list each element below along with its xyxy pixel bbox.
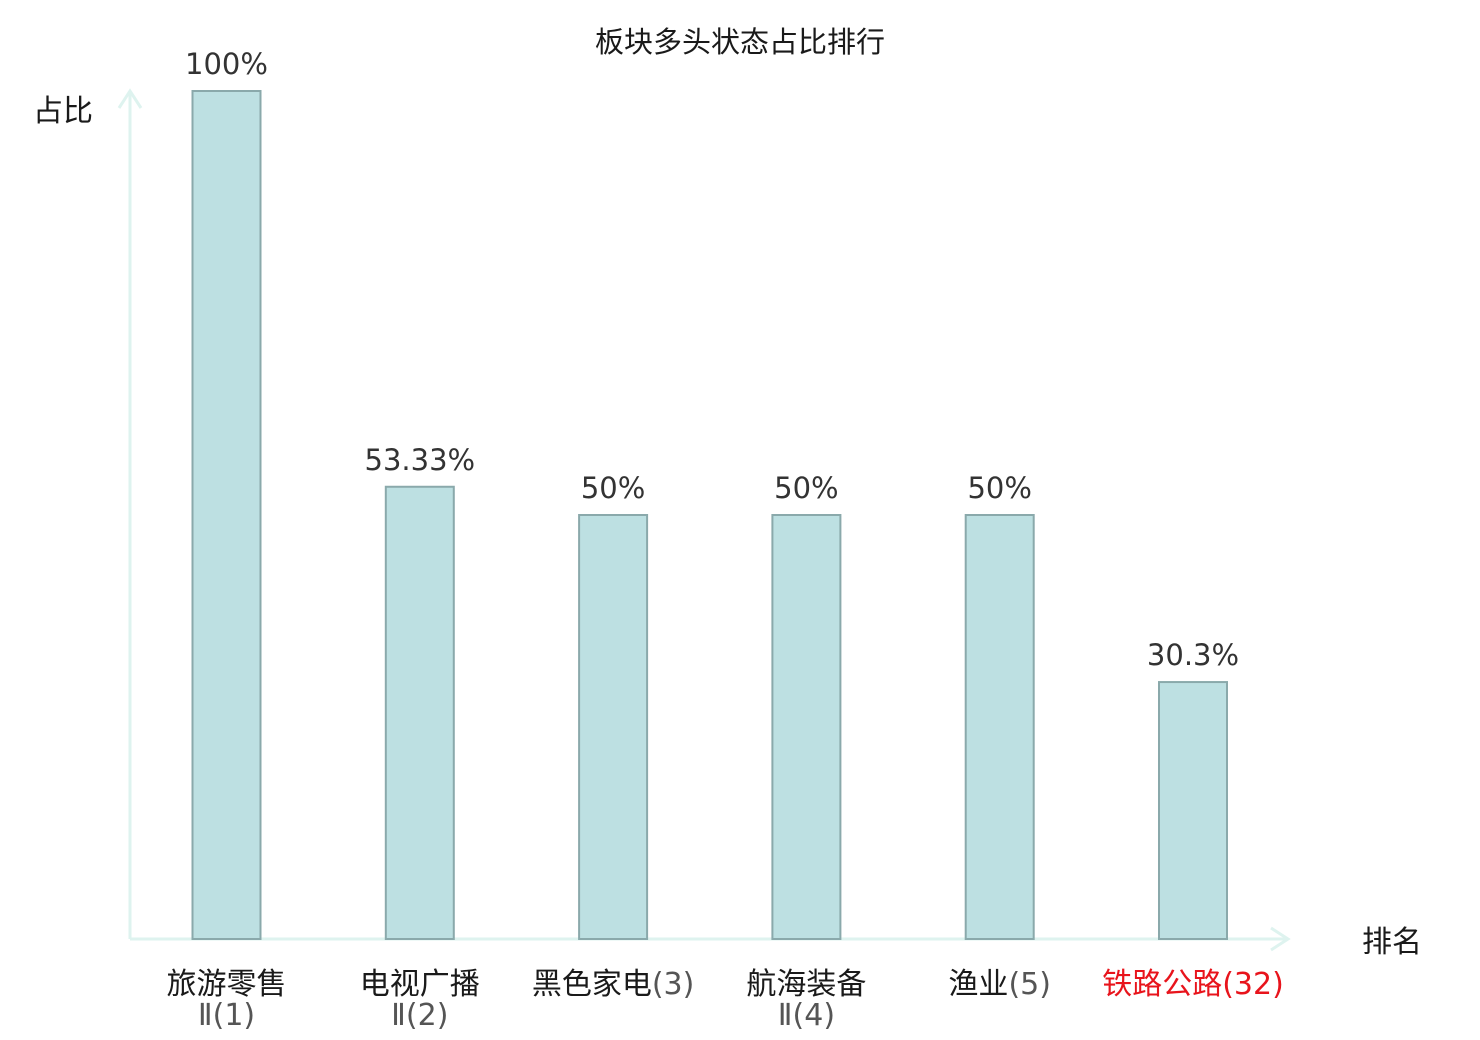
bar-1 <box>191 90 262 940</box>
category-label-4: 航海装备 <box>746 967 866 1002</box>
chart-title: 板块多头状态占比排行 <box>595 25 885 59</box>
value-label-4: 50% <box>774 471 838 505</box>
bars-group <box>191 90 1228 941</box>
bar-4 <box>771 514 842 940</box>
bar-6 <box>1158 681 1228 941</box>
value-label-6: 30.3% <box>1147 638 1239 672</box>
x-axis-label: 排名 <box>1362 925 1422 960</box>
value-label-5: 50% <box>967 471 1031 505</box>
category-label-2: 电视广播 <box>360 967 480 1002</box>
bar-2 <box>384 485 455 940</box>
x-axis-arrow <box>1270 926 1291 952</box>
category-sublabel-4: Ⅱ(4) <box>778 998 835 1033</box>
axes <box>117 88 1291 952</box>
category-label-6: 铁路公路(32) <box>1102 967 1284 1002</box>
y-axis-label: 占比 <box>33 94 93 129</box>
y-axis-arrow <box>117 88 143 109</box>
category-label-3: 黑色家电(3) <box>532 967 695 1002</box>
bar-5 <box>964 514 1035 940</box>
category-label-1: 旅游零售 <box>167 967 287 1002</box>
category-label-5: 渔业(5) <box>948 967 1050 1002</box>
category-sublabel-1: Ⅱ(1) <box>198 998 255 1033</box>
value-labels-group: 100% 53.33% 50% 50% 50% 30.3% <box>185 47 1239 672</box>
value-label-3: 50% <box>581 471 645 505</box>
value-label-1: 100% <box>185 47 268 81</box>
category-sublabel-2: Ⅱ(2) <box>391 998 448 1033</box>
bar-3 <box>578 514 649 940</box>
value-label-2: 53.33% <box>365 443 476 477</box>
